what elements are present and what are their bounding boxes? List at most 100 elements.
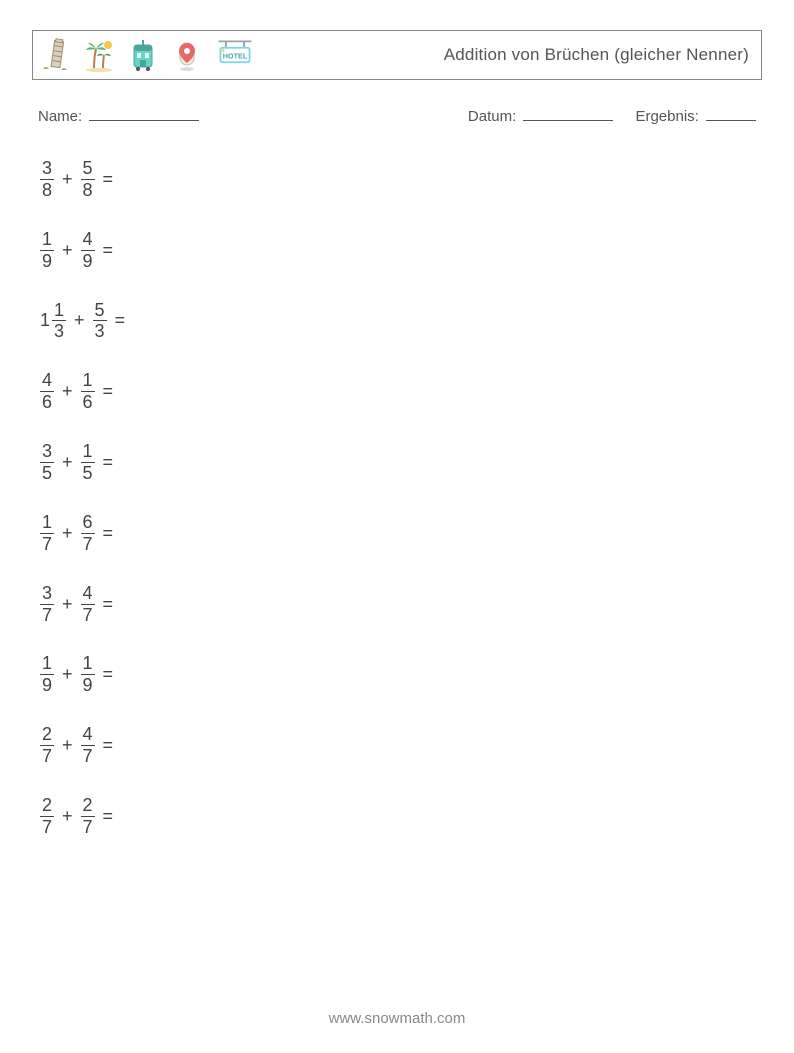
- numerator: 4: [40, 371, 54, 390]
- fraction: 37: [40, 584, 54, 625]
- denominator: 5: [40, 464, 54, 483]
- denominator: 3: [52, 322, 66, 341]
- fraction: 27: [40, 725, 54, 766]
- fraction: 15: [81, 442, 95, 483]
- plus-operator: +: [62, 594, 73, 615]
- problem-row: 113+53=: [40, 301, 762, 342]
- equals-sign: =: [103, 452, 114, 473]
- denominator: 3: [93, 322, 107, 341]
- denominator: 9: [40, 676, 54, 695]
- fraction: 53: [93, 301, 107, 342]
- equals-sign: =: [103, 664, 114, 685]
- fraction: 47: [81, 584, 95, 625]
- fraction: 17: [40, 513, 54, 554]
- problem-row: 27+27=: [40, 796, 762, 837]
- equals-sign: =: [103, 381, 114, 402]
- problem-row: 35+15=: [40, 442, 762, 483]
- problem-row: 46+16=: [40, 371, 762, 412]
- problem-row: 27+47=: [40, 725, 762, 766]
- denominator: 7: [81, 818, 95, 837]
- fraction: 46: [40, 371, 54, 412]
- tram-icon: [127, 37, 159, 73]
- plus-operator: +: [74, 310, 85, 331]
- numerator: 1: [40, 654, 54, 673]
- plus-operator: +: [62, 806, 73, 827]
- problem-row: 17+67=: [40, 513, 762, 554]
- denominator: 9: [40, 252, 54, 271]
- equals-sign: =: [103, 594, 114, 615]
- name-blank[interactable]: [89, 109, 199, 121]
- name-label: Name:: [38, 108, 82, 125]
- numerator: 6: [81, 513, 95, 532]
- equals-sign: =: [103, 806, 114, 827]
- plus-operator: +: [62, 735, 73, 756]
- problem-row: 19+19=: [40, 654, 762, 695]
- plus-operator: +: [62, 664, 73, 685]
- numerator: 5: [93, 301, 107, 320]
- equals-sign: =: [115, 310, 126, 331]
- fraction: 38: [40, 159, 54, 200]
- denominator: 8: [81, 181, 95, 200]
- fraction: 16: [81, 371, 95, 412]
- denominator: 8: [40, 181, 54, 200]
- denominator: 7: [40, 818, 54, 837]
- pisa-tower-icon: [39, 37, 71, 73]
- numerator: 2: [40, 725, 54, 744]
- numerator: 3: [40, 159, 54, 178]
- numerator: 1: [52, 301, 66, 320]
- numerator: 1: [81, 442, 95, 461]
- meta-row: Name: Datum: Ergebnis:: [38, 108, 756, 125]
- numerator: 2: [40, 796, 54, 815]
- numerator: 4: [81, 230, 95, 249]
- problem-list: 38+58=19+49=113+53=46+16=35+15=17+67=37+…: [40, 159, 762, 837]
- denominator: 6: [81, 393, 95, 412]
- problem-row: 38+58=: [40, 159, 762, 200]
- numerator: 1: [81, 371, 95, 390]
- map-pin-icon: [171, 37, 203, 73]
- numerator: 2: [81, 796, 95, 815]
- fraction: 27: [81, 796, 95, 837]
- header-icon-strip: HOTEL: [39, 37, 255, 73]
- equals-sign: =: [103, 735, 114, 756]
- numerator: 1: [40, 513, 54, 532]
- plus-operator: +: [62, 452, 73, 473]
- fraction: 19: [81, 654, 95, 695]
- denominator: 7: [40, 535, 54, 554]
- fraction: 58: [81, 159, 95, 200]
- mixed-whole: 1: [40, 310, 50, 331]
- fraction: 27: [40, 796, 54, 837]
- date-label: Datum:: [468, 108, 516, 125]
- numerator: 3: [40, 584, 54, 603]
- date-blank[interactable]: [523, 109, 613, 121]
- denominator: 6: [40, 393, 54, 412]
- equals-sign: =: [103, 523, 114, 544]
- denominator: 5: [81, 464, 95, 483]
- worksheet-title: Addition von Brüchen (gleicher Nenner): [444, 45, 751, 65]
- equals-sign: =: [103, 240, 114, 261]
- hotel-sign-icon: HOTEL: [215, 37, 255, 73]
- problem-row: 37+47=: [40, 584, 762, 625]
- denominator: 9: [81, 252, 95, 271]
- denominator: 7: [40, 606, 54, 625]
- fraction: 35: [40, 442, 54, 483]
- denominator: 7: [81, 535, 95, 554]
- fraction: 19: [40, 654, 54, 695]
- denominator: 7: [40, 747, 54, 766]
- problem-row: 19+49=: [40, 230, 762, 271]
- numerator: 4: [81, 584, 95, 603]
- plus-operator: +: [62, 169, 73, 190]
- denominator: 7: [81, 747, 95, 766]
- palm-trees-icon: [83, 37, 115, 73]
- footer-url: www.snowmath.com: [0, 1010, 794, 1027]
- fraction: 13: [52, 301, 66, 342]
- denominator: 9: [81, 676, 95, 695]
- numerator: 1: [81, 654, 95, 673]
- plus-operator: +: [62, 381, 73, 402]
- numerator: 5: [81, 159, 95, 178]
- svg-text:HOTEL: HOTEL: [223, 52, 248, 61]
- fraction: 19: [40, 230, 54, 271]
- fraction: 49: [81, 230, 95, 271]
- numerator: 1: [40, 230, 54, 249]
- numerator: 4: [81, 725, 95, 744]
- result-blank[interactable]: [706, 109, 756, 121]
